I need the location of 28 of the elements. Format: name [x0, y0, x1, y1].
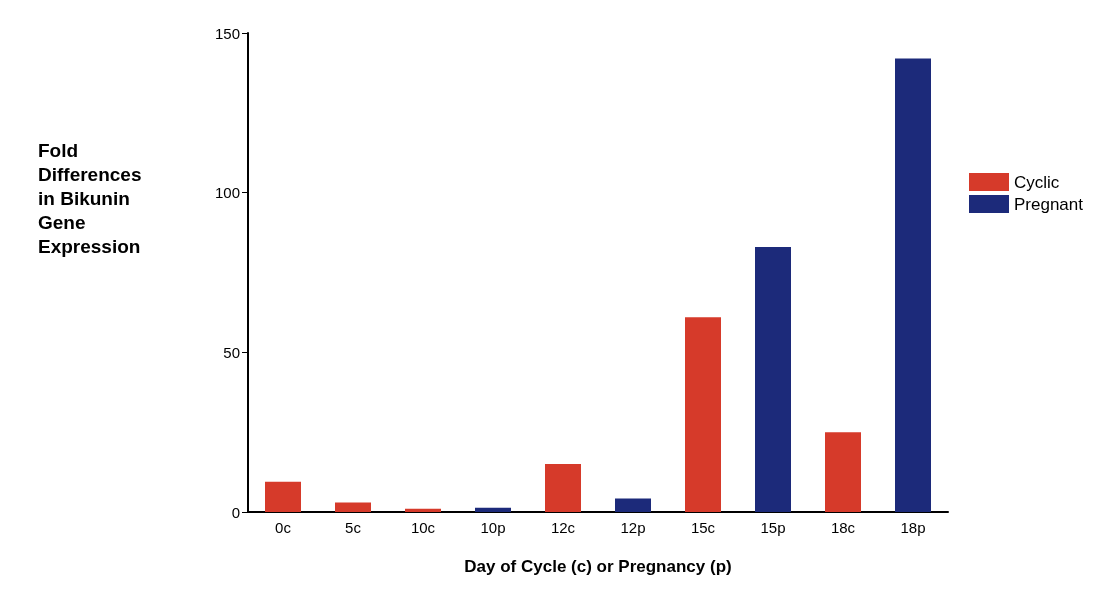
x-tick-label: 12c	[550, 519, 576, 536]
x-tick-label: 18p	[900, 519, 926, 536]
bar	[755, 246, 791, 512]
bar	[405, 508, 441, 512]
bar	[265, 481, 301, 512]
x-axis-title: Day of Cycle (c) or Pregnancy (p)	[464, 557, 732, 576]
x-tick-label: 5c	[345, 519, 362, 536]
x-tick-label: 12p	[620, 519, 646, 536]
bar	[895, 58, 931, 512]
x-tick-label: 15p	[760, 519, 786, 536]
bar	[545, 464, 581, 512]
x-tick-label: 0c	[275, 519, 292, 536]
bar	[615, 498, 651, 512]
y-axis-title: Fold Differences in Bikunin Gene Expression	[38, 139, 142, 257]
x-tick-label: 15c	[690, 519, 716, 536]
y-tick-label: 100	[214, 184, 240, 202]
legend-label: Pregnant	[1014, 194, 1084, 214]
x-tick-label: 10p	[480, 519, 506, 536]
bar	[825, 432, 861, 512]
x-tick-label: 10c	[410, 519, 436, 536]
bar	[475, 507, 511, 512]
legend-label: Cyclic	[1014, 172, 1060, 192]
bar	[335, 502, 371, 512]
x-tick-label: 18c	[830, 519, 856, 536]
y-tick-label: 0	[231, 503, 240, 521]
y-tick-label: 150	[214, 24, 240, 42]
y-tick-label: 50	[223, 343, 240, 361]
bar	[685, 317, 721, 512]
